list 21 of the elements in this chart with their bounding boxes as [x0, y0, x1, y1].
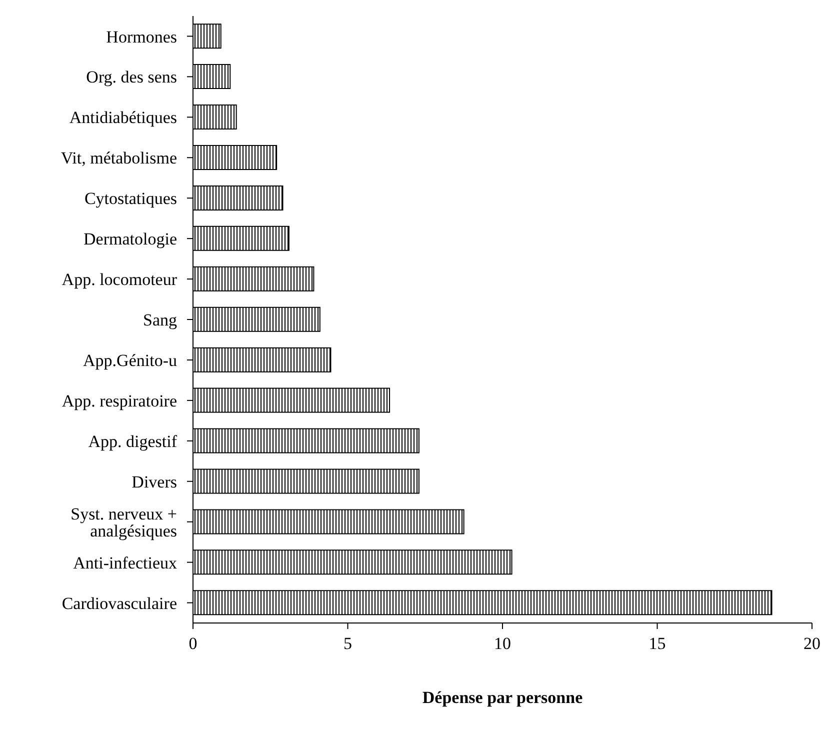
- x-tick-label: 15: [648, 634, 666, 654]
- y-tick-label: Sang: [143, 310, 178, 330]
- y-tick-label: App. digestif: [88, 432, 178, 451]
- y-tick-label: Hormones: [106, 27, 177, 46]
- x-tick-label: 10: [494, 634, 511, 654]
- y-tick-label: Cytostatiques: [84, 189, 177, 208]
- x-tick-label: 0: [188, 634, 198, 654]
- y-tick-label: App. locomoteur: [62, 270, 178, 290]
- y-tick-label: Anti-infectieux: [73, 553, 178, 572]
- y-tick-label: Vit, métabolisme: [60, 148, 177, 168]
- y-tick-label: Divers: [132, 472, 177, 492]
- x-tick-label: 5: [344, 634, 352, 654]
- y-tick-label: Cardiovasculaire: [62, 594, 177, 613]
- y-tick-label: Syst. nerveux + analgésiques: [70, 504, 177, 540]
- x-tick-label: 20: [804, 634, 820, 654]
- y-tick-label: App.Génito-u: [83, 351, 178, 370]
- y-tick-label: Dermatologie: [84, 230, 177, 249]
- y-tick-label: Org. des sens: [86, 68, 177, 87]
- x-axis-title: Dépense par personne: [422, 688, 584, 707]
- y-tick-label: Antidiabétiques: [69, 108, 177, 128]
- y-tick-label: App. respiratoire: [62, 391, 177, 410]
